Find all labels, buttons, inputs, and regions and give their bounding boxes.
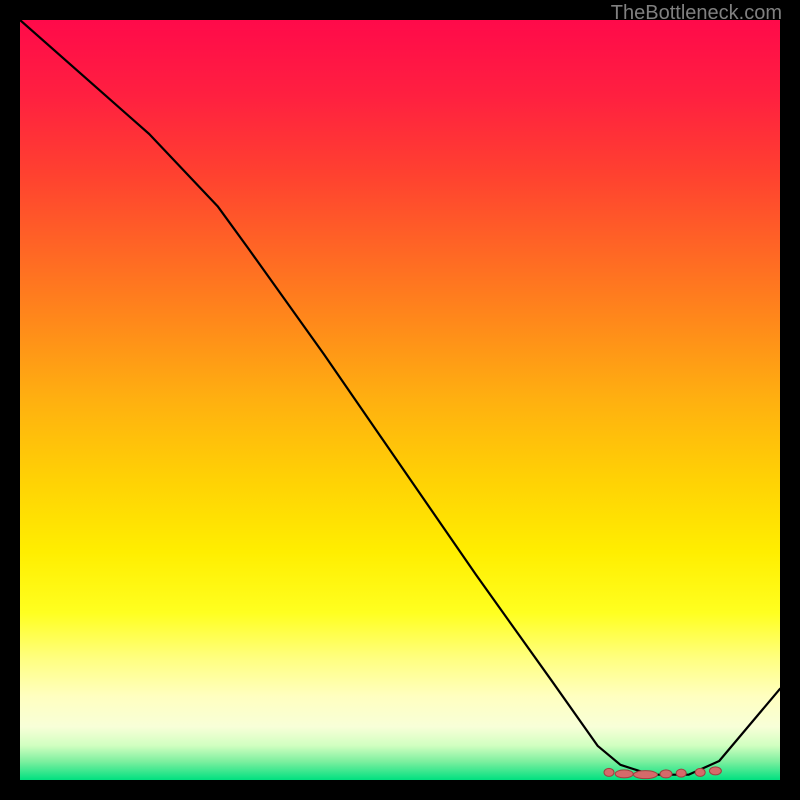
plot-svg	[20, 20, 780, 780]
plot-area	[20, 20, 780, 780]
data-dot	[604, 768, 614, 776]
data-dot	[695, 768, 705, 776]
data-dot	[615, 770, 633, 778]
data-dot	[633, 771, 657, 779]
data-dot	[660, 770, 672, 778]
gradient-background	[20, 20, 780, 780]
watermark-text: TheBottleneck.com	[611, 2, 782, 25]
data-dot	[709, 767, 721, 775]
data-dot	[676, 769, 686, 777]
